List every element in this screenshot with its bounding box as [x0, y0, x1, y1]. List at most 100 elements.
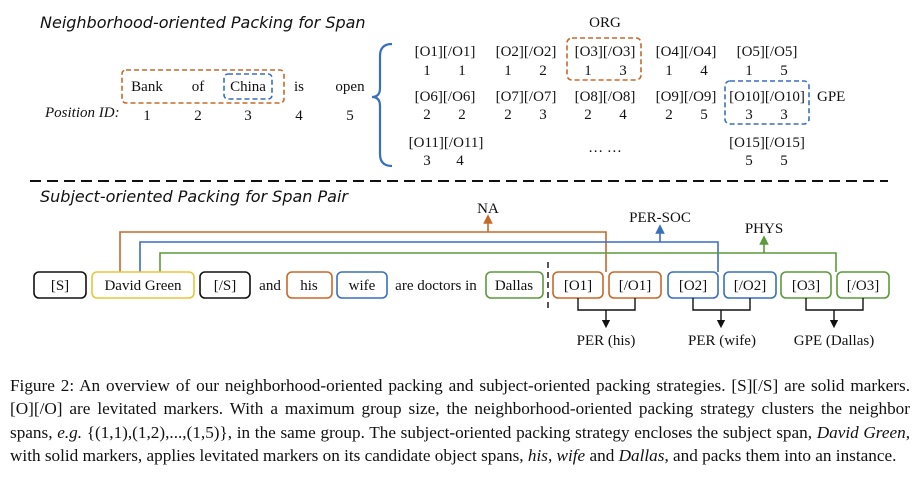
- org-marker-box: [566, 37, 642, 81]
- position-id: 5: [346, 108, 354, 124]
- word-bank: Bank: [131, 79, 163, 95]
- token-box-dallas: [485, 271, 544, 299]
- marker-id: 2: [458, 107, 466, 123]
- position-id-label: Position ID:: [44, 105, 120, 121]
- ellipsis: … …: [588, 140, 622, 156]
- marker-label: [O6][/O6]: [415, 89, 476, 105]
- entity-bracket: [692, 298, 751, 311]
- caption-text: , with solid markers, applies levitated …: [10, 422, 911, 465]
- marker-label: [O3][/O3]: [575, 44, 636, 60]
- relation-line-phys: [159, 252, 837, 272]
- marker-id: 4: [619, 107, 627, 123]
- token-s: [S]: [51, 278, 69, 294]
- marker-id: 5: [700, 107, 708, 123]
- gpe-label: GPE: [817, 89, 845, 105]
- marker-label: [O4][/O4]: [656, 44, 717, 60]
- position-id: 1: [143, 108, 151, 124]
- marker-id: 1: [504, 63, 512, 79]
- org-label: ORG: [589, 15, 621, 31]
- caption-eg: e.g.: [57, 422, 83, 442]
- marker-o1-end: [/O1]: [619, 278, 652, 294]
- position-id: 4: [295, 108, 303, 124]
- marker-label: [O8][/O8]: [575, 89, 636, 105]
- caption-object-dallas: Dallas: [618, 445, 665, 465]
- token-s-end: [/S]: [214, 278, 237, 294]
- word-open: open: [335, 79, 365, 95]
- token-dallas: Dallas: [495, 278, 533, 294]
- caption-object-his: his: [527, 445, 548, 465]
- token-david-green: David Green: [104, 278, 182, 294]
- token-his: his: [300, 278, 318, 294]
- relation-label-per-soc: PER-SOC: [629, 210, 691, 226]
- word-china: China: [230, 79, 266, 95]
- marker-id: 5: [780, 63, 788, 79]
- token-box-david-green: [91, 271, 195, 299]
- marker-id: 1: [665, 63, 673, 79]
- token-box-s: [33, 271, 87, 299]
- token-are-doctors-in: are doctors in: [395, 278, 477, 294]
- gpe-span-box: [223, 73, 273, 100]
- marker-o3: [O3]: [792, 278, 820, 294]
- caption-object-wife: wife: [556, 445, 586, 465]
- marker-id: 3: [745, 107, 753, 123]
- marker-label: [O9][/O9]: [656, 89, 717, 105]
- org-span-box: [121, 69, 285, 104]
- marker-id: 3: [780, 107, 788, 123]
- top-section-title: Neighborhood-oriented Packing for Span: [40, 13, 366, 32]
- relation-line-na: [119, 231, 607, 272]
- token-box-his: [286, 271, 333, 299]
- word-is: is: [294, 79, 304, 95]
- token-wife: wife: [349, 278, 376, 294]
- marker-id: 1: [745, 63, 753, 79]
- marker-o1: [O1]: [564, 278, 592, 294]
- marker-label: [O5][/O5]: [737, 44, 798, 60]
- marker-id: 1: [458, 63, 466, 79]
- token-box-s-end: [199, 271, 251, 299]
- caption-text: Figure 2: An overview of our neighborhoo…: [10, 376, 910, 442]
- marker-id: 3: [619, 63, 627, 79]
- token-box-wife: [336, 271, 388, 299]
- marker-o2-end: [/O2]: [734, 278, 767, 294]
- marker-id: 4: [700, 63, 708, 79]
- marker-label: [O1][/O1]: [415, 44, 476, 60]
- marker-id: 3: [539, 107, 547, 123]
- marker-label: [O7][/O7]: [496, 89, 557, 105]
- entity-type-dallas: GPE (Dallas): [794, 333, 874, 349]
- entity-bracket: [577, 298, 636, 311]
- relation-line-per-soc: [139, 241, 719, 272]
- marker-label: [O2][/O2]: [496, 44, 557, 60]
- bottom-section-title: Subject-oriented Packing for Span Pair: [40, 187, 349, 206]
- caption-text: ,: [547, 445, 557, 465]
- caption-text: {(1,1),(1,2),...,(1,5)}, in the same gro…: [82, 422, 817, 442]
- relation-label-na: NA: [477, 201, 499, 217]
- figure-caption: Figure 2: An overview of our neighborhoo…: [10, 374, 910, 467]
- entity-type-wife: PER (wife): [688, 333, 756, 349]
- marker-id: 5: [780, 153, 788, 169]
- curly-brace: [371, 42, 393, 168]
- word-of: of: [192, 79, 205, 95]
- marker-o2: [O2]: [679, 278, 707, 294]
- marker-grid: [O1][/O1] 1 1 [O2][/O2] 1 2 [O3][/O3] 1 …: [409, 44, 805, 169]
- entity-type-his: PER (his): [577, 333, 636, 349]
- caption-text: , and packs them into an instance.: [664, 445, 897, 465]
- position-id: 2: [194, 108, 202, 124]
- marker-id: 2: [539, 63, 547, 79]
- marker-id: 2: [423, 107, 431, 123]
- token-and: and: [259, 278, 281, 294]
- marker-id: 2: [665, 107, 673, 123]
- caption-subject: David Green: [816, 422, 906, 442]
- figure-diagram: Neighborhood-oriented Packing for Span B…: [30, 13, 890, 349]
- marker-id: 3: [423, 153, 431, 169]
- gpe-marker-box: [724, 80, 810, 125]
- marker-id: 2: [584, 107, 592, 123]
- marker-id: 5: [745, 153, 753, 169]
- caption-text: and: [585, 445, 619, 465]
- relation-label-phys: PHYS: [745, 221, 783, 237]
- entity-bracket: [805, 298, 864, 311]
- marker-id: 2: [504, 107, 512, 123]
- marker-label: [O11][/O11]: [409, 135, 484, 151]
- marker-id: 4: [456, 153, 464, 169]
- marker-id: 1: [584, 63, 592, 79]
- position-id: 3: [244, 108, 252, 124]
- marker-label: [O10][/O10]: [729, 89, 805, 105]
